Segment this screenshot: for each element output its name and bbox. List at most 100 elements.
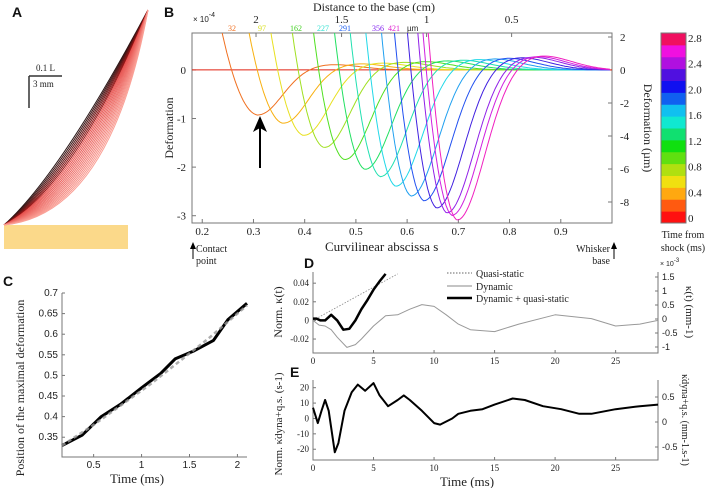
x-axis-title: Time (ms): [440, 474, 494, 488]
whisker-profile: [3, 9, 149, 226]
x-tick-label: 0: [311, 463, 316, 473]
y-tick-label: 0: [305, 413, 310, 423]
right-y-tick-label: 0: [662, 417, 667, 427]
colorbar-block: [661, 33, 686, 46]
whisker-profile: [3, 9, 149, 226]
top-tick-label: 2: [253, 14, 259, 26]
whisker-profile: [3, 9, 149, 226]
wave-unit: µm: [407, 24, 419, 33]
colorbar-block: [661, 187, 686, 200]
wave-label: 97: [258, 24, 266, 33]
whisker-profile: [3, 9, 149, 226]
x-tick-label: 10: [430, 356, 440, 366]
right-y-tick-label: -2: [620, 98, 629, 110]
panel-b-deformation-chart: Distance to the base (cm) × 10-4 Curvili…: [162, 0, 655, 267]
whisker-shapes: [3, 9, 149, 226]
colorbar-block: [661, 151, 686, 165]
right-y-axis-title: Deformation (µm): [641, 84, 655, 173]
colorbar-block: [661, 44, 686, 58]
series-line-t10: [406, 33, 611, 209]
x-axis-title: Curvilinear abscissa s: [325, 239, 438, 254]
colorbar-tick-label: 2.0: [688, 84, 702, 96]
colorbar-tick-label: 2.4: [688, 59, 702, 71]
x-tick-label: 20: [551, 463, 561, 473]
colorbar-block: [661, 175, 686, 188]
x-tick-label: 5: [371, 463, 376, 473]
colorbar-block: [661, 104, 686, 117]
colorbar-block: [661, 128, 686, 141]
colorbar-tick-label: 0: [688, 213, 694, 225]
right-y-tick-label: -8: [620, 197, 630, 209]
axes: [61, 293, 247, 458]
x-tick-label: 0.3: [247, 226, 261, 238]
x-tick-label: 0.7: [451, 226, 465, 238]
y-tick-label: -2: [177, 162, 186, 174]
series-line-dynamic-quasi-static: [313, 273, 387, 331]
panel-c-position-chart: Time (ms) Position of the maximal deform…: [13, 288, 248, 486]
series-line-t13: [427, 33, 611, 221]
panel-letter-c: C: [3, 273, 13, 289]
wave-label: 32: [228, 24, 236, 33]
x-tick-label: 25: [611, 356, 621, 366]
series-line-measured: [61, 302, 248, 447]
colorbar-block: [661, 211, 686, 224]
y-tick-label: 0.7: [44, 288, 58, 299]
axes: [312, 380, 659, 461]
y-tick-label: 10: [300, 398, 310, 408]
panel-d-curvature-chart: Norm. κ(t) κ(t) (mm-1) × 10-3 0 5 10 15 20 25…: [271, 258, 695, 366]
x-tick-label: 25: [611, 463, 621, 473]
colorbar-label-2: shock (ms): [661, 243, 705, 254]
x-tick-label: 0: [311, 356, 316, 366]
y-tick-label: 0.45: [39, 391, 59, 402]
x-tick-label: 0.5: [349, 226, 363, 238]
right-y-axis-title: κ̇dyna+q.s. (mm-1.s-1): [679, 374, 690, 466]
y-tick-label: 0.5: [44, 370, 58, 381]
colorbar-label-1: Time from: [662, 230, 705, 241]
panel-letter-e: E: [290, 364, 299, 380]
right-y-tick-label: -0.5: [662, 442, 678, 452]
whisker-profile: [3, 9, 149, 226]
y-tick-label: -20: [297, 444, 309, 454]
x-tick-label: 15: [490, 356, 500, 366]
right-y-tick-label: 0: [620, 65, 626, 77]
y-tick-label: 0.65: [39, 309, 59, 320]
y-tick-label: 20: [300, 383, 310, 393]
right-y-tick-label: 1.5: [662, 272, 675, 282]
colorbar-block: [661, 92, 686, 105]
series-line-quasi-static: [313, 273, 398, 321]
right-y-tick-label: -0.5: [662, 328, 678, 338]
series-line-dynamic-quasi-static-rate: [312, 382, 659, 454]
top-tick-label: 1: [424, 14, 430, 26]
wave-label: 227: [317, 24, 329, 33]
colorbar-tick-label: 0.8: [688, 162, 702, 174]
y-tick-label: -10: [297, 429, 309, 439]
contact-label-2: point: [196, 256, 217, 267]
x-tick-label: 10: [430, 463, 440, 473]
y-multiplier: × 10-4: [193, 12, 215, 24]
colorbar-tick-label: 1.2: [688, 136, 702, 148]
right-y-tick-label: 2: [620, 32, 626, 44]
legend-quasi-static: Quasi-static: [476, 269, 524, 280]
whisker-profile: [3, 9, 149, 226]
y-tick-label: 0: [181, 65, 187, 77]
base-label-2: base: [592, 256, 610, 267]
series-line-dynamic: [313, 304, 658, 348]
right-y-tick-label: -6: [620, 164, 630, 176]
series-line-fit: [61, 304, 248, 447]
wave-label: 421: [388, 24, 400, 33]
x-tick-label: 0.4: [298, 226, 312, 238]
series-line-t6: [349, 33, 610, 178]
axes: [312, 272, 659, 354]
whisker-profile: [3, 9, 149, 226]
whisker-profile: [3, 9, 149, 226]
y-axis-title: Norm. κ(t): [271, 286, 285, 337]
whisker-profile: [3, 9, 149, 226]
legend-dynamic: Dynamic: [476, 282, 513, 293]
y-tick-label: -1: [177, 114, 186, 126]
y-axis-title: Position of the maximal deformation: [13, 300, 27, 477]
colorbar-block: [661, 139, 686, 153]
y-tick-label: 0.02: [293, 297, 309, 307]
whisker-profile: [3, 9, 149, 226]
